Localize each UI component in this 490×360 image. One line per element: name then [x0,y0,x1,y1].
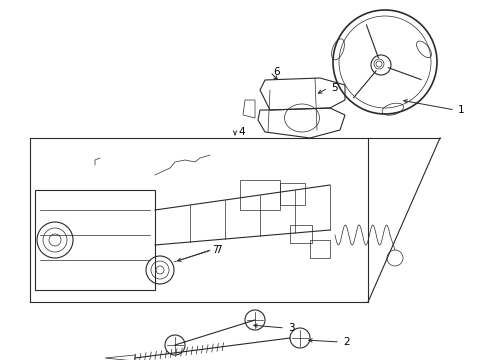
Bar [310,240,330,258]
Text: 7: 7 [212,245,218,255]
Bar [280,183,305,205]
Text: 3: 3 [288,323,294,333]
Text: 6: 6 [273,67,280,77]
Bar [290,225,312,243]
Text: 1: 1 [458,105,465,115]
Bar [35,190,155,290]
Text: 2: 2 [343,337,350,347]
Bar [240,180,280,210]
Text: 7: 7 [215,245,221,255]
Text: 4: 4 [238,127,245,137]
Text: 5: 5 [331,83,338,93]
